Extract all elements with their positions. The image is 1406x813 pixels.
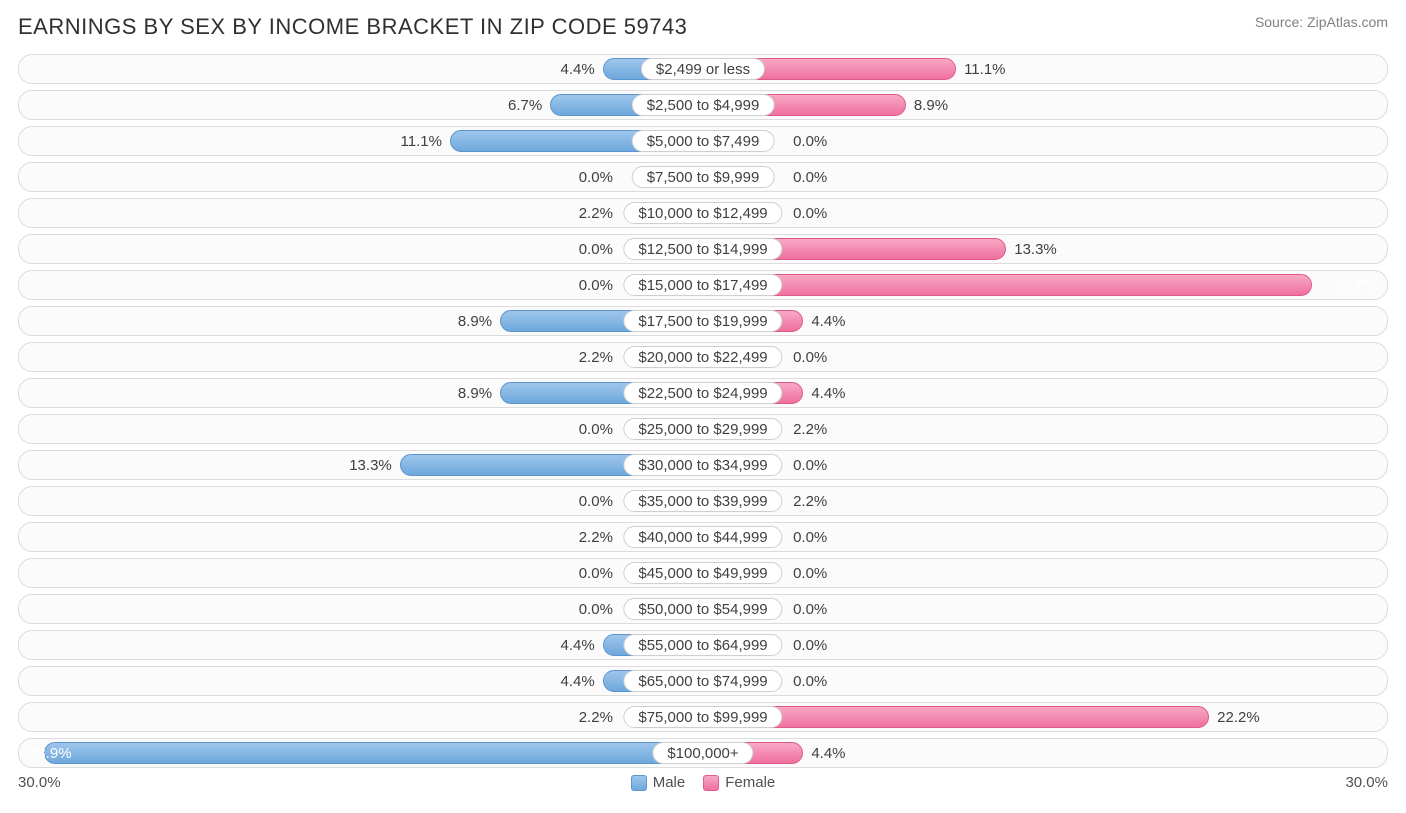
chart-row: 0.0% 2.2%$25,000 to $29,999 [18, 414, 1388, 444]
category-label: $65,000 to $74,999 [623, 670, 782, 692]
category-label: $50,000 to $54,999 [623, 598, 782, 620]
male-value: 0.0% [579, 559, 621, 587]
tornado-chart: 4.4% 11.1% $2,499 or less 6.7% 8.9% $2,500 to… [18, 54, 1388, 768]
chart-row: 4.4% 0.0%$55,000 to $64,999 [18, 630, 1388, 660]
chart-title: EARNINGS BY SEX BY INCOME BRACKET IN ZIP… [18, 14, 687, 40]
legend: Male Female [631, 774, 776, 791]
chart-row: 6.7% 8.9% $2,500 to $4,999 [18, 90, 1388, 120]
chart-header: EARNINGS BY SEX BY INCOME BRACKET IN ZIP… [18, 14, 1388, 40]
female-value: 13.3% [1006, 235, 1057, 263]
male-value: 2.2% [579, 199, 621, 227]
female-value: 0.0% [785, 559, 827, 587]
chart-row: 0.0% 26.7%$15,000 to $17,499 [18, 270, 1388, 300]
category-label: $10,000 to $12,499 [623, 202, 782, 224]
chart-row: 0.0% 0.0%$45,000 to $49,999 [18, 558, 1388, 588]
chart-row: 2.2% 0.0%$10,000 to $12,499 [18, 198, 1388, 228]
chart-row: 28.9% 4.4% $100,000+ [18, 738, 1388, 768]
chart-row: 0.0% 13.3% $12,500 to $14,999 [18, 234, 1388, 264]
chart-source: Source: ZipAtlas.com [1255, 14, 1388, 30]
female-value: 0.0% [785, 127, 827, 155]
category-label: $75,000 to $99,999 [623, 706, 782, 728]
category-label: $45,000 to $49,999 [623, 562, 782, 584]
legend-male: Male [631, 774, 686, 791]
axis-right-max: 30.0% [1345, 774, 1388, 791]
male-value: 0.0% [579, 487, 621, 515]
female-value: 0.0% [785, 667, 827, 695]
chart-row: 11.1% 0.0% $5,000 to $7,499 [18, 126, 1388, 156]
female-value: 0.0% [785, 523, 827, 551]
female-swatch [703, 775, 719, 791]
male-value: 13.3% [349, 451, 400, 479]
chart-row: 2.2% 0.0%$20,000 to $22,499 [18, 342, 1388, 372]
chart-row: 8.9% 4.4% $22,500 to $24,999 [18, 378, 1388, 408]
category-label: $15,000 to $17,499 [623, 274, 782, 296]
male-value: 2.2% [579, 523, 621, 551]
male-value: 11.1% [401, 127, 450, 155]
female-value: 4.4% [803, 379, 845, 407]
male-value: 28.9% [19, 739, 678, 767]
male-value: 2.2% [579, 343, 621, 371]
category-label: $17,500 to $19,999 [623, 310, 782, 332]
chart-footer: 30.0% Male Female 30.0% [18, 774, 1388, 791]
male-value: 0.0% [579, 235, 621, 263]
category-label: $35,000 to $39,999 [623, 490, 782, 512]
male-value: 4.4% [560, 631, 602, 659]
male-value: 8.9% [458, 379, 500, 407]
category-label: $30,000 to $34,999 [623, 454, 782, 476]
category-label: $12,500 to $14,999 [623, 238, 782, 260]
category-label: $25,000 to $29,999 [623, 418, 782, 440]
female-value: 0.0% [785, 451, 827, 479]
chart-row: 2.2% 22.2% $75,000 to $99,999 [18, 702, 1388, 732]
male-value: 8.9% [458, 307, 500, 335]
female-value: 11.1% [956, 55, 1005, 83]
female-value: 0.0% [785, 595, 827, 623]
female-value: 2.2% [785, 487, 827, 515]
chart-row: 4.4% 0.0%$65,000 to $74,999 [18, 666, 1388, 696]
category-label: $20,000 to $22,499 [623, 346, 782, 368]
category-label: $55,000 to $64,999 [623, 634, 782, 656]
female-value: 4.4% [803, 739, 845, 767]
chart-row: 4.4% 11.1% $2,499 or less [18, 54, 1388, 84]
female-value: 2.2% [785, 415, 827, 443]
chart-row: 8.9% 4.4% $17,500 to $19,999 [18, 306, 1388, 336]
chart-row: 0.0% 2.2%$35,000 to $39,999 [18, 486, 1388, 516]
female-value: 0.0% [785, 343, 827, 371]
female-value: 4.4% [803, 307, 845, 335]
male-value: 0.0% [579, 163, 621, 191]
male-value: 2.2% [579, 703, 621, 731]
female-value: 22.2% [1209, 703, 1260, 731]
female-value: 8.9% [906, 91, 948, 119]
chart-row: 2.2% 0.0%$40,000 to $44,999 [18, 522, 1388, 552]
male-value: 0.0% [579, 271, 621, 299]
legend-female-label: Female [725, 774, 775, 791]
legend-female: Female [703, 774, 775, 791]
female-value: 0.0% [785, 163, 827, 191]
category-label: $40,000 to $44,999 [623, 526, 782, 548]
category-label: $22,500 to $24,999 [623, 382, 782, 404]
category-label: $100,000+ [652, 742, 753, 764]
chart-row: 0.0% 0.0%$50,000 to $54,999 [18, 594, 1388, 624]
chart-row: 0.0% 0.0% $7,500 to $9,999 [18, 162, 1388, 192]
male-value: 4.4% [560, 55, 602, 83]
category-label: $2,500 to $4,999 [632, 94, 775, 116]
legend-male-label: Male [653, 774, 686, 791]
category-label: $2,499 or less [641, 58, 765, 80]
male-value: 4.4% [560, 667, 602, 695]
male-value: 0.0% [579, 595, 621, 623]
female-value: 0.0% [785, 199, 827, 227]
female-value: 0.0% [785, 631, 827, 659]
axis-left-max: 30.0% [18, 774, 61, 791]
male-value: 0.0% [579, 415, 621, 443]
male-swatch [631, 775, 647, 791]
male-value: 6.7% [508, 91, 550, 119]
category-label: $5,000 to $7,499 [632, 130, 775, 152]
female-value: 26.7% [778, 271, 1387, 299]
chart-row: 13.3% 0.0%$30,000 to $34,999 [18, 450, 1388, 480]
category-label: $7,500 to $9,999 [632, 166, 775, 188]
